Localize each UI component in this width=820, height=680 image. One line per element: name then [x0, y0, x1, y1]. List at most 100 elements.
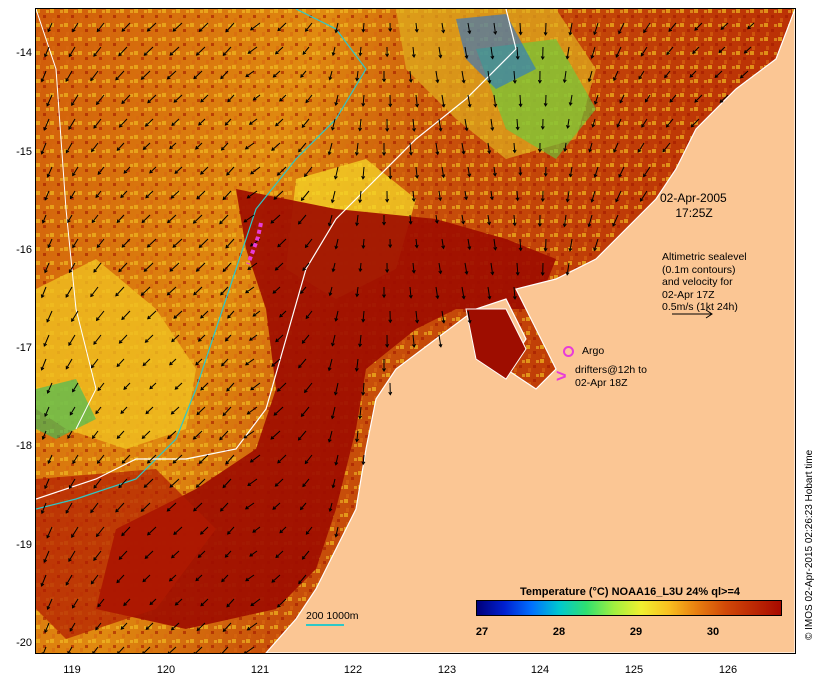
- velocity-arrow-head: [90, 364, 95, 369]
- velocity-arrow: [225, 550, 232, 558]
- velocity-arrow: [115, 286, 125, 297]
- velocity-arrow-head: [193, 75, 198, 80]
- velocity-arrow: [69, 478, 76, 489]
- velocity-arrow-head: [95, 533, 100, 538]
- y-tick-label: -16: [16, 244, 32, 256]
- velocity-arrow: [145, 406, 154, 414]
- velocity-arrow: [359, 262, 362, 272]
- sst-map[interactable]: [35, 8, 796, 654]
- velocity-arrow-head: [250, 170, 254, 175]
- velocity-arrow: [96, 22, 105, 32]
- velocity-arrow: [301, 118, 310, 128]
- velocity-arrow-head: [120, 410, 125, 415]
- velocity-arrow-head: [276, 603, 281, 608]
- velocity-arrow-head: [714, 74, 719, 79]
- velocity-arrow-head: [301, 340, 306, 344]
- velocity-arrow: [691, 118, 700, 128]
- velocity-arrow: [43, 118, 50, 131]
- velocity-arrow-head: [277, 27, 282, 32]
- velocity-arrow-head: [68, 53, 73, 58]
- velocity-arrow: [252, 310, 261, 317]
- velocity-arrow-head: [93, 484, 98, 489]
- velocity-arrow: [147, 526, 157, 536]
- velocity-arrow: [329, 502, 333, 512]
- velocity-arrow-head: [149, 385, 154, 390]
- velocity-arrow-head: [334, 533, 339, 538]
- velocity-arrow-head: [146, 459, 151, 464]
- velocity-arrow: [464, 262, 468, 275]
- velocity-arrow-head: [540, 198, 545, 203]
- velocity-arrow-head: [244, 650, 246, 653]
- velocity-arrow: [225, 22, 235, 33]
- velocity-arrow: [95, 190, 102, 198]
- velocity-arrow-head: [279, 97, 283, 102]
- velocity-arrow: [305, 310, 313, 319]
- velocity-arrow: [200, 166, 209, 175]
- velocity-arrow-head: [537, 79, 542, 84]
- velocity-arrow-head: [120, 194, 124, 199]
- velocity-arrow-head: [743, 49, 748, 54]
- velocity-arrow-head: [116, 363, 121, 368]
- velocity-arrow-head: [302, 51, 307, 55]
- velocity-arrow: [331, 118, 336, 130]
- velocity-arrow: [121, 238, 131, 248]
- velocity-arrow-head: [492, 172, 497, 177]
- velocity-arrow-head: [354, 151, 359, 156]
- velocity-arrow-head: [355, 438, 359, 443]
- velocity-arrow-head: [149, 169, 153, 174]
- velocity-arrow: [513, 214, 516, 226]
- velocity-arrow: [359, 190, 362, 203]
- velocity-arrow-head: [40, 366, 45, 371]
- velocity-arrow-head: [249, 553, 254, 557]
- velocity-arrow: [222, 478, 232, 488]
- velocity-arrow-head: [252, 529, 257, 533]
- velocity-arrow: [305, 526, 313, 535]
- velocity-arrow: [171, 622, 180, 631]
- velocity-arrow-head: [118, 484, 123, 489]
- velocity-arrow-head: [91, 435, 96, 439]
- velocity-arrow-head: [739, 74, 744, 79]
- velocity-arrow: [120, 190, 128, 198]
- velocity-arrow-head: [170, 554, 175, 559]
- velocity-arrow: [92, 214, 99, 223]
- velocity-arrow: [612, 214, 619, 227]
- velocity-arrow: [249, 334, 258, 341]
- velocity-arrow-head: [195, 577, 200, 582]
- velocity-arrow-head: [195, 52, 200, 56]
- velocity-arrow: [641, 118, 648, 128]
- velocity-arrow-head: [96, 28, 101, 33]
- velocity-arrow: [588, 214, 593, 227]
- velocity-arrow-head: [562, 223, 567, 228]
- velocity-arrow-head: [121, 28, 126, 32]
- velocity-arrow-head: [195, 145, 199, 150]
- velocity-arrow-head: [690, 123, 695, 128]
- velocity-arrow-head: [361, 102, 366, 107]
- velocity-arrow-head: [95, 410, 99, 415]
- velocity-arrow: [277, 382, 287, 392]
- velocity-arrow: [169, 262, 180, 272]
- velocity-arrow: [222, 190, 232, 200]
- velocity-arrow-head: [666, 51, 670, 56]
- velocity-arrow: [65, 142, 73, 153]
- velocity-arrow-head: [222, 412, 227, 417]
- velocity-arrow-head: [145, 626, 150, 631]
- velocity-arrow-head: [147, 99, 151, 104]
- velocity-arrow: [273, 406, 284, 416]
- velocity-arrow: [220, 502, 229, 512]
- velocity-arrow-head: [328, 508, 333, 513]
- velocity-arrow-head: [664, 74, 668, 79]
- velocity-arrow: [643, 22, 651, 33]
- velocity-arrow-head: [46, 102, 50, 107]
- velocity-arrow: [44, 262, 50, 273]
- velocity-arrow: [467, 166, 471, 177]
- velocity-arrow-head: [252, 96, 257, 101]
- velocity-arrow-head: [562, 79, 567, 84]
- velocity-arrow-head: [568, 173, 573, 178]
- velocity-arrow-head: [146, 531, 151, 536]
- velocity-arrow: [275, 46, 284, 55]
- velocity-arrow-head: [166, 219, 171, 224]
- velocity-arrow-head: [142, 651, 144, 653]
- velocity-arrow-head: [68, 269, 73, 274]
- velocity-arrow-head: [382, 294, 386, 299]
- velocity-arrow: [271, 358, 281, 367]
